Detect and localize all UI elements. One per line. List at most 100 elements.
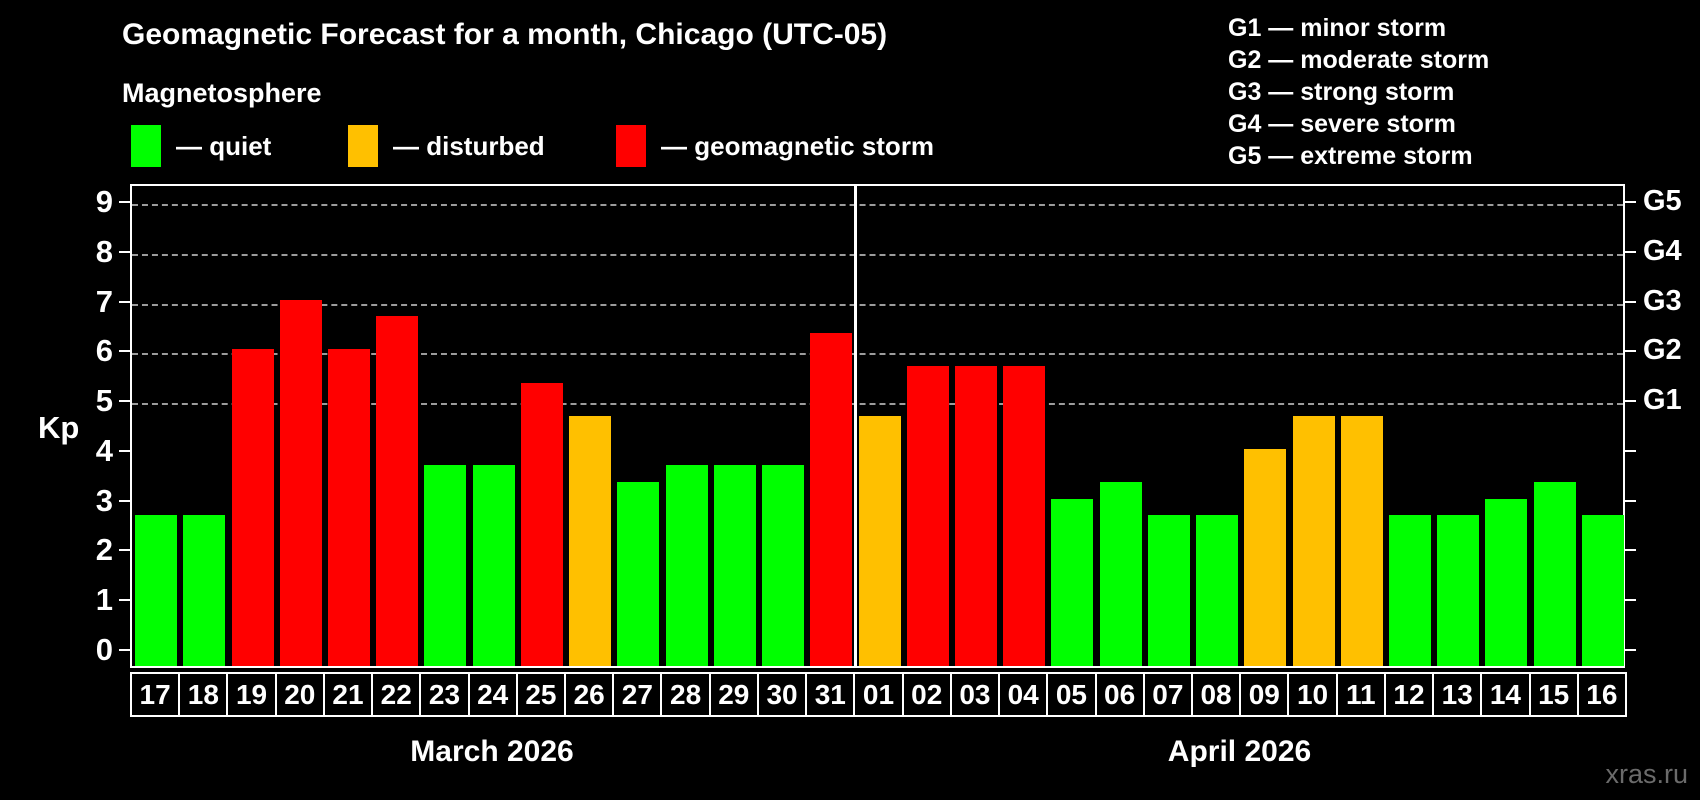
kp-bar-day-22 xyxy=(376,315,419,666)
gridline-kp-6 xyxy=(132,353,1623,356)
left-tick-2 xyxy=(119,549,130,552)
day-label-07: 07 xyxy=(1142,672,1191,717)
day-label-04: 04 xyxy=(998,672,1047,717)
day-label-11: 11 xyxy=(1335,672,1384,717)
right-tick-9 xyxy=(1625,200,1636,203)
kp-bar-day-30 xyxy=(762,465,805,666)
day-label-27: 27 xyxy=(612,672,661,717)
g-level-label-g4: G4 xyxy=(1643,234,1682,267)
right-tick-4 xyxy=(1625,449,1636,452)
left-tick-1 xyxy=(119,599,130,602)
right-tick-2 xyxy=(1625,549,1636,552)
plot-area xyxy=(130,184,1625,668)
right-tick-8 xyxy=(1625,250,1636,253)
day-label-17: 17 xyxy=(130,672,179,717)
y-axis-label-9: 9 xyxy=(95,183,113,219)
day-label-31: 31 xyxy=(805,672,854,717)
day-label-22: 22 xyxy=(371,672,420,717)
day-label-18: 18 xyxy=(178,672,227,717)
day-label-01: 01 xyxy=(853,672,902,717)
day-label-19: 19 xyxy=(226,672,275,717)
kp-bar-day-26 xyxy=(569,415,612,666)
kp-bar-day-01 xyxy=(858,415,901,666)
kp-bar-day-05 xyxy=(1051,498,1094,666)
gridline-kp-8 xyxy=(132,253,1623,256)
day-label-21: 21 xyxy=(322,672,372,717)
day-label-30: 30 xyxy=(756,672,806,717)
kp-bar-day-14 xyxy=(1485,498,1528,666)
left-tick-4 xyxy=(119,449,130,452)
right-tick-3 xyxy=(1625,499,1636,502)
kp-bar-day-13 xyxy=(1437,515,1480,666)
kp-bar-day-29 xyxy=(713,465,756,666)
left-tick-6 xyxy=(119,350,130,353)
kp-bar-day-03 xyxy=(954,365,997,666)
legend-label-quiet: — quiet xyxy=(176,130,272,161)
chart-title: Geomagnetic Forecast for a month, Chicag… xyxy=(122,18,888,51)
left-tick-3 xyxy=(119,499,130,502)
g-level-label-g2: G2 xyxy=(1643,334,1682,367)
kp-bar-day-18 xyxy=(183,515,226,666)
y-axis-label-2: 2 xyxy=(95,532,113,568)
left-tick-8 xyxy=(119,250,130,253)
g-level-label-g1: G1 xyxy=(1643,384,1682,417)
left-tick-9 xyxy=(119,200,130,203)
kp-bar-day-11 xyxy=(1340,415,1383,666)
y-axis-label-1: 1 xyxy=(95,582,113,618)
kp-bar-day-21 xyxy=(328,349,371,666)
g2-legend-line: G2 — moderate storm xyxy=(1228,46,1490,74)
g4-legend-line: G4 — severe storm xyxy=(1228,110,1456,138)
day-label-26: 26 xyxy=(564,672,613,717)
day-label-23: 23 xyxy=(419,672,468,717)
day-label-10: 10 xyxy=(1287,672,1336,717)
day-label-05: 05 xyxy=(1046,672,1095,717)
legend-label-disturbed: — disturbed xyxy=(393,130,545,161)
day-label-16: 16 xyxy=(1576,672,1627,717)
day-label-12: 12 xyxy=(1383,672,1433,717)
y-axis-label-0: 0 xyxy=(95,632,113,667)
kp-bar-day-31 xyxy=(810,332,853,666)
legend-item-storm: — geomagnetic storm xyxy=(616,124,934,168)
y-axis-label-6: 6 xyxy=(95,333,113,369)
kp-bar-day-23 xyxy=(424,465,467,666)
right-tick-1 xyxy=(1625,599,1636,602)
kp-bar-day-19 xyxy=(231,349,274,666)
kp-bar-day-20 xyxy=(279,299,322,666)
kp-bar-day-24 xyxy=(472,465,515,666)
kp-bar-day-25 xyxy=(520,382,563,666)
y-axis-label-7: 7 xyxy=(95,283,113,319)
g1-legend-line: G1 — minor storm xyxy=(1228,14,1447,42)
kp-bar-day-06 xyxy=(1099,482,1142,666)
day-label-09: 09 xyxy=(1239,672,1288,717)
left-tick-5 xyxy=(119,400,130,403)
kp-bar-day-04 xyxy=(1003,365,1046,666)
y-axis-label-8: 8 xyxy=(95,233,113,269)
day-label-14: 14 xyxy=(1480,672,1529,717)
g-level-label-g5: G5 xyxy=(1643,184,1682,217)
kp-bar-day-10 xyxy=(1292,415,1335,666)
kp-bar-day-09 xyxy=(1244,448,1287,666)
day-label-06: 06 xyxy=(1094,672,1143,717)
kp-bar-day-17 xyxy=(135,515,178,666)
right-tick-6 xyxy=(1625,350,1636,353)
chart-subtitle: Magnetosphere xyxy=(122,78,322,108)
y-axis-label-4: 4 xyxy=(95,432,113,468)
g3-legend-line: G3 — strong storm xyxy=(1228,78,1455,106)
kp-bar-day-16 xyxy=(1581,515,1624,666)
right-tick-7 xyxy=(1625,300,1636,303)
month-divider-line xyxy=(853,186,857,666)
day-label-08: 08 xyxy=(1190,672,1240,717)
watermark: xras.ru xyxy=(1605,759,1688,789)
left-tick-7 xyxy=(119,300,130,303)
day-label-29: 29 xyxy=(708,672,757,717)
storm-color-swatch xyxy=(616,125,646,167)
kp-bar-day-27 xyxy=(617,482,660,666)
y-axis-title: Kp xyxy=(38,410,80,445)
kp-bar-day-07 xyxy=(1147,515,1190,666)
day-label-03: 03 xyxy=(949,672,999,717)
day-label-28: 28 xyxy=(660,672,709,717)
y-axis-label-5: 5 xyxy=(95,383,113,419)
legend-item-quiet: — quiet xyxy=(131,124,271,168)
day-label-24: 24 xyxy=(467,672,516,717)
